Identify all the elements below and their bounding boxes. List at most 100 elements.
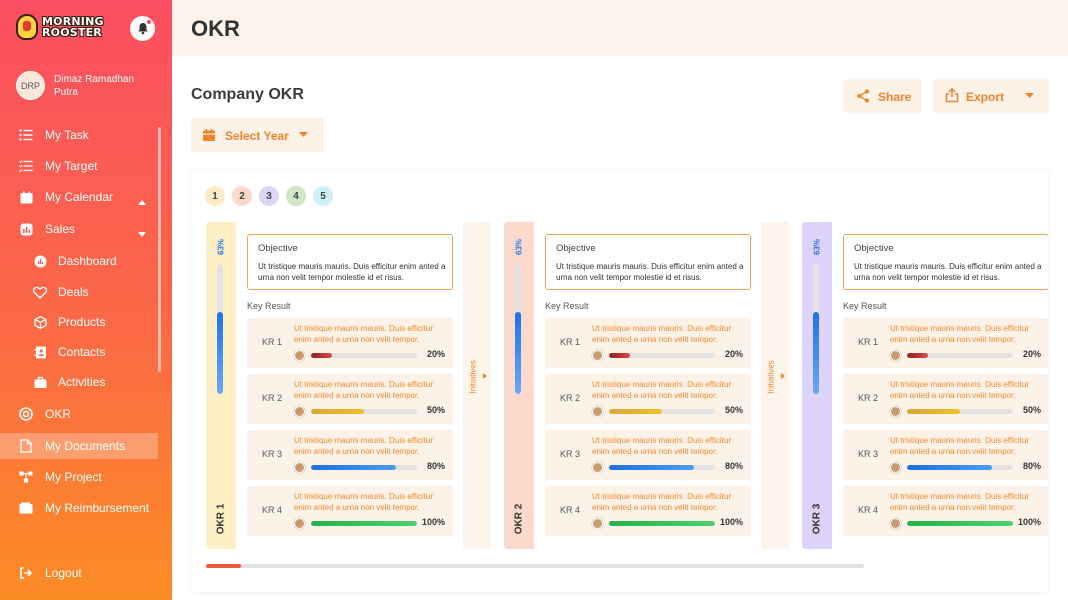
objective-box[interactable]: Objective Ut tristique mauris mauris. Dui… <box>247 234 453 290</box>
key-result-item[interactable]: KR 4 Ut tristique mauris mauris. Duis eff… <box>843 486 1048 536</box>
key-result-item[interactable]: KR 3 Ut tristique mauris mauris. Duis eff… <box>247 430 453 480</box>
user-name: Dimaz Ramadhan Putra <box>54 73 135 98</box>
kr-progress-percent: 80% <box>1022 461 1041 471</box>
key-result-item[interactable]: KR 2 Ut tristique mauris mauris. Duis eff… <box>247 374 453 424</box>
page-indicator-2[interactable]: 2 <box>232 186 252 206</box>
brand-logo[interactable]: MORNING ROOSTER <box>16 14 104 40</box>
kr-description: Ut tristique mauris mauris. Duis efficit… <box>890 492 1029 512</box>
horizontal-scrollbar[interactable] <box>206 564 864 568</box>
key-result-item[interactable]: KR 3 Ut tristique mauris mauris. Duis eff… <box>843 430 1048 480</box>
sidebar-item-my-target[interactable]: My Target <box>0 153 158 179</box>
kr-progress-percent: 100% <box>1017 517 1041 527</box>
key-result-item[interactable]: KR 1 Ut tristique mauris mauris. Duis eff… <box>843 318 1048 368</box>
checklist-icon <box>18 158 34 174</box>
key-result-item[interactable]: KR 4 Ut tristique mauris mauris. Duis eff… <box>545 486 751 536</box>
sidebar-item-label: Deals <box>58 285 89 299</box>
sidebar-item-my-reimbursement[interactable]: My Reimbursement <box>0 495 158 521</box>
export-button[interactable]: Export <box>933 79 1049 113</box>
brand-line-1: MORNING <box>42 15 104 28</box>
chevron-down-icon[interactable] <box>138 226 146 240</box>
sidebar-item-label: Products <box>58 315 106 329</box>
sidebar-item-my-documents[interactable]: My Documents <box>0 433 158 459</box>
kr-progress-percent: 50% <box>724 405 743 415</box>
sidebar-item-my-task[interactable]: My Task <box>0 122 158 148</box>
chevron-up-icon[interactable] <box>138 194 146 208</box>
okr-progress-percent: 63% <box>812 238 822 256</box>
kr-progress-percent: 100% <box>421 517 445 527</box>
sidebar-item-okr[interactable]: OKR <box>0 401 158 427</box>
bell-icon <box>137 23 148 35</box>
sidebar-item-products[interactable]: Products <box>0 309 158 335</box>
handshake-icon <box>32 284 48 300</box>
page-indicator-1[interactable]: 1 <box>205 186 225 206</box>
kr-description: Ut tristique mauris mauris. Duis efficit… <box>890 380 1029 400</box>
okr-progress-strip: 63% OKR 2 <box>504 222 534 549</box>
share-button[interactable]: Share <box>843 79 922 113</box>
avatar <box>592 462 603 473</box>
objective-box[interactable]: Objective Ut tristique mauris mauris. Dui… <box>545 234 751 290</box>
okr-progress-percent: 63% <box>216 238 226 256</box>
chevron-right-icon <box>781 373 785 379</box>
sidebar-item-sales[interactable]: Sales <box>0 216 158 242</box>
sidebar-scrollbar[interactable] <box>158 127 161 372</box>
key-result-item[interactable]: KR 1 Ut tristique mauris mauris. Duis eff… <box>247 318 453 368</box>
page-indicator-3[interactable]: 3 <box>259 186 279 206</box>
chevron-down-icon[interactable] <box>1025 93 1034 99</box>
kr-progress-bar <box>907 409 1013 414</box>
kr-progress-bar <box>907 521 1013 526</box>
sidebar-item-label: Dashboard <box>58 254 117 268</box>
page-indicator-4[interactable]: 4 <box>286 186 306 206</box>
okr-progress-strip: 63% OKR 3 <box>802 222 832 549</box>
sidebar-item-contacts[interactable]: Contacts <box>0 339 158 365</box>
objective-box[interactable]: Objective Ut tristique mauris mauris. Dui… <box>843 234 1048 290</box>
sidebar-item-label: My Target <box>45 159 98 173</box>
kr-progress-percent: 50% <box>426 405 445 415</box>
initiatives-toggle[interactable]: Initiatives <box>463 222 491 549</box>
kr-description: Ut tristique mauris mauris. Duis efficit… <box>890 436 1029 456</box>
scrollbar-thumb[interactable] <box>206 564 241 568</box>
key-result-item[interactable]: KR 1 Ut tristique mauris mauris. Duis eff… <box>545 318 751 368</box>
kr-progress-bar <box>609 409 715 414</box>
sidebar-item-my-calendar[interactable]: My Calendar <box>0 184 158 210</box>
initiatives-toggle[interactable]: Initiatives <box>761 222 789 549</box>
kr-progress-percent: 80% <box>426 461 445 471</box>
user-profile[interactable]: DRP Dimaz Ramadhan Putra <box>16 71 154 100</box>
page-indicator-5[interactable]: 5 <box>313 186 333 206</box>
sidebar-item-deals[interactable]: Deals <box>0 279 158 305</box>
objective-text: Ut tristique mauris mauris. Duis efficit… <box>556 262 744 282</box>
select-year-dropdown[interactable]: Select Year <box>191 118 324 152</box>
logout-button[interactable]: Logout <box>0 560 158 586</box>
sidebar-item-dashboard[interactable]: Dashboard <box>0 248 158 274</box>
avatar <box>294 406 305 417</box>
kr-progress-bar <box>907 353 1013 358</box>
notification-button[interactable] <box>130 16 155 41</box>
avatar: DRP <box>16 71 45 100</box>
avatar <box>592 350 603 361</box>
kr-description: Ut tristique mauris mauris. Duis efficit… <box>294 436 433 456</box>
logout-label: Logout <box>45 566 82 580</box>
kr-progress-percent: 100% <box>719 517 743 527</box>
kr-name: KR 2 <box>858 393 879 403</box>
okr-card: 63% OKR 1 Objective Ut tristique mauris mau… <box>206 222 491 549</box>
key-result-item[interactable]: KR 3 Ut tristique mauris mauris. Duis eff… <box>545 430 751 480</box>
sidebar-item-activities[interactable]: Activities <box>0 369 158 395</box>
key-result-heading: Key Result <box>247 301 291 311</box>
kr-name: KR 4 <box>858 505 879 515</box>
okr-progress-strip: 63% OKR 1 <box>206 222 236 549</box>
okr-progress-bar <box>217 264 223 394</box>
kr-progress-bar <box>609 521 715 526</box>
brand-line-2: ROOSTER <box>42 26 102 39</box>
kr-name: KR 2 <box>262 393 283 403</box>
sidebar-item-my-project[interactable]: My Project <box>0 464 158 490</box>
avatar <box>592 518 603 529</box>
target-icon <box>18 406 34 422</box>
avatar <box>294 518 305 529</box>
key-result-item[interactable]: KR 2 Ut tristique mauris mauris. Duis eff… <box>843 374 1048 424</box>
key-result-item[interactable]: KR 2 Ut tristique mauris mauris. Duis eff… <box>545 374 751 424</box>
key-result-heading: Key Result <box>545 301 589 311</box>
kr-progress-percent: 80% <box>724 461 743 471</box>
kr-name: KR 4 <box>560 505 581 515</box>
key-result-item[interactable]: KR 4 Ut tristique mauris mauris. Duis eff… <box>247 486 453 536</box>
kr-description: Ut tristique mauris mauris. Duis efficit… <box>294 380 433 400</box>
